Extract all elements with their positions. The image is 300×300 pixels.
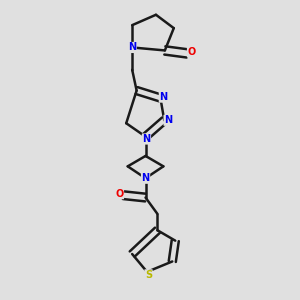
Text: N: N bbox=[142, 173, 150, 183]
Text: N: N bbox=[142, 134, 151, 144]
Text: S: S bbox=[145, 270, 152, 280]
Text: N: N bbox=[164, 115, 172, 125]
Text: N: N bbox=[159, 92, 167, 102]
Text: N: N bbox=[128, 43, 136, 52]
Text: O: O bbox=[115, 189, 124, 199]
Text: O: O bbox=[188, 47, 196, 57]
